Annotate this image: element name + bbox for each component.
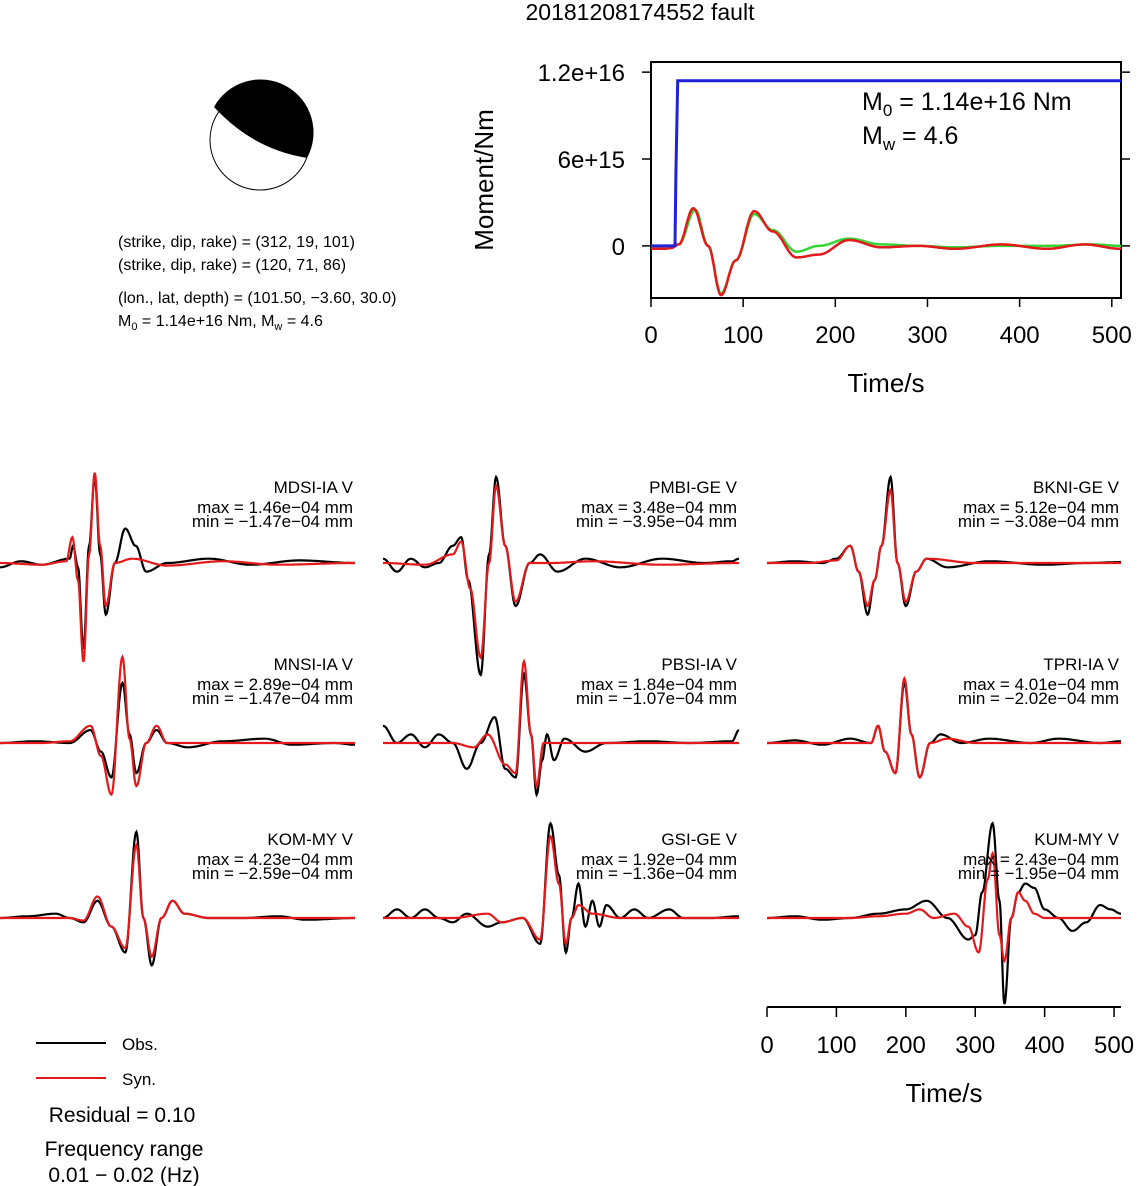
- moment-x-tick-label: 500: [1092, 322, 1132, 349]
- moment-y-tick-label: 0: [612, 234, 625, 261]
- waveform-max-label: max = 1.92e−04 mm: [581, 850, 737, 869]
- waveform-min-label: min = −3.08e−04 mm: [958, 512, 1119, 531]
- waveform-obs-trace: [767, 680, 1121, 779]
- moment-y-axis-label: Moment/Nm: [469, 109, 499, 251]
- moment-plot-frame: [650, 61, 1122, 299]
- waveform-max-label: max = 5.12e−04 mm: [963, 498, 1119, 517]
- waveform-min-label: min = −1.47e−04 mm: [192, 512, 353, 531]
- moment-series-green: [651, 208, 1121, 296]
- moment-annotation-mw: Mw = 4.6: [862, 122, 958, 154]
- waveform-x-tick-label: 400: [1025, 1032, 1065, 1059]
- waveform-max-label: max = 2.89e−04 mm: [197, 675, 353, 694]
- waveform-time-axis: Time/s 0 100 200 300 400 500: [760, 1006, 1134, 1108]
- plane2-text: (strike, dip, rake) = (120, 71, 86): [118, 257, 346, 274]
- waveform-min-label: min = −1.36e−04 mm: [576, 864, 737, 883]
- waveform-x-tick-label: 500: [1094, 1032, 1134, 1059]
- moment-summary-text: M0 = 1.14e+16 Nm, Mw = 4.6: [118, 313, 323, 333]
- moment-y-tick-label: 6e+15: [558, 147, 625, 174]
- moment-y-tick-label: 1.2e+16: [538, 60, 625, 87]
- waveform-min-label: min = −1.07e−04 mm: [576, 689, 737, 708]
- waveform-station-label: MDSI-IA V: [274, 478, 354, 497]
- waveform-station-label: KUM-MY V: [1034, 830, 1119, 849]
- moment-x-tick-label: 100: [723, 322, 763, 349]
- waveform-syn-trace: [0, 472, 355, 663]
- waveform-x-axis-label: Time/s: [905, 1078, 982, 1108]
- moment-series-red: [651, 206, 1121, 297]
- waveform-max-label: max = 1.46e−04 mm: [197, 498, 353, 517]
- waveform-min-label: min = −1.47e−04 mm: [192, 689, 353, 708]
- moment-x-tick-label: 400: [1000, 322, 1040, 349]
- moment-x-tick-label: 200: [815, 322, 855, 349]
- waveform-station-label: PMBI-GE V: [649, 478, 738, 497]
- waveform-max-label: max = 1.84e−04 mm: [581, 675, 737, 694]
- waveform-syn-trace: [383, 658, 739, 789]
- moment-x-axis-label: Time/s: [847, 368, 924, 398]
- waveform-min-label: min = −2.59e−04 mm: [192, 864, 353, 883]
- waveform-syn-trace: [0, 654, 355, 797]
- waveform-x-tick-label: 0: [760, 1032, 773, 1059]
- moment-x-tick-label: 0: [644, 322, 657, 349]
- waveform-syn-trace: [767, 850, 1121, 964]
- figure-title: 20181208174552 fault: [526, 0, 756, 25]
- waveform-x-tick-label: 200: [886, 1032, 926, 1059]
- waveform-max-label: max = 4.01e−04 mm: [963, 675, 1119, 694]
- waveform-syn-trace: [383, 483, 739, 660]
- location-text: (lon., lat, depth) = (101.50, −3.60, 30.…: [118, 290, 396, 307]
- waveform-station-label: MNSI-IA V: [274, 655, 354, 674]
- waveform-x-tick-label: 100: [816, 1032, 856, 1059]
- waveform-max-label: max = 2.43e−04 mm: [963, 850, 1119, 869]
- moment-function-chart: Moment/Nm Time/s M0 = 1.14e+16 Nm Mw = 4…: [469, 60, 1132, 398]
- focal-mechanism-beachball: [209, 79, 314, 191]
- waveform-station-label: TPRI-IA V: [1043, 655, 1119, 674]
- waveform-syn-trace: [0, 842, 355, 959]
- waveform-obs-trace: [382, 474, 740, 677]
- waveform-syn-trace: [767, 676, 1121, 779]
- moment-series-blue: [651, 79, 1121, 248]
- plane1-text: (strike, dip, rake) = (312, 19, 101): [118, 234, 355, 251]
- legend-syn-label: Syn.: [122, 1070, 156, 1089]
- waveform-obs-trace: [0, 476, 355, 650]
- waveform-min-label: min = −1.95e−04 mm: [958, 864, 1119, 883]
- waveform-syn-trace: [767, 487, 1121, 608]
- waveform-station-label: PBSI-IA V: [661, 655, 737, 674]
- legend: Obs. Syn.: [36, 1035, 158, 1089]
- waveform-station-label: GSI-GE V: [661, 830, 737, 849]
- frequency-range-value: 0.01 − 0.02 (Hz): [48, 1164, 199, 1186]
- waveform-station-label: BKNI-GE V: [1033, 478, 1120, 497]
- moment-x-tick-label: 300: [907, 322, 947, 349]
- waveform-x-tick-label: 300: [955, 1032, 995, 1059]
- waveform-max-label: max = 4.23e−04 mm: [197, 850, 353, 869]
- moment-annotation-m0: M0 = 1.14e+16 Nm: [862, 88, 1072, 120]
- legend-obs-label: Obs.: [122, 1035, 158, 1054]
- waveform-max-label: max = 3.48e−04 mm: [581, 498, 737, 517]
- waveform-syn-trace: [383, 834, 739, 946]
- residual-text: Residual = 0.10: [49, 1104, 196, 1127]
- waveform-station-label: KOM-MY V: [267, 830, 353, 849]
- waveform-min-label: min = −3.95e−04 mm: [576, 512, 737, 531]
- beachball-compressional-quadrant: [214, 79, 314, 158]
- frequency-range-title: Frequency range: [45, 1138, 204, 1161]
- waveform-min-label: min = −2.02e−04 mm: [958, 689, 1119, 708]
